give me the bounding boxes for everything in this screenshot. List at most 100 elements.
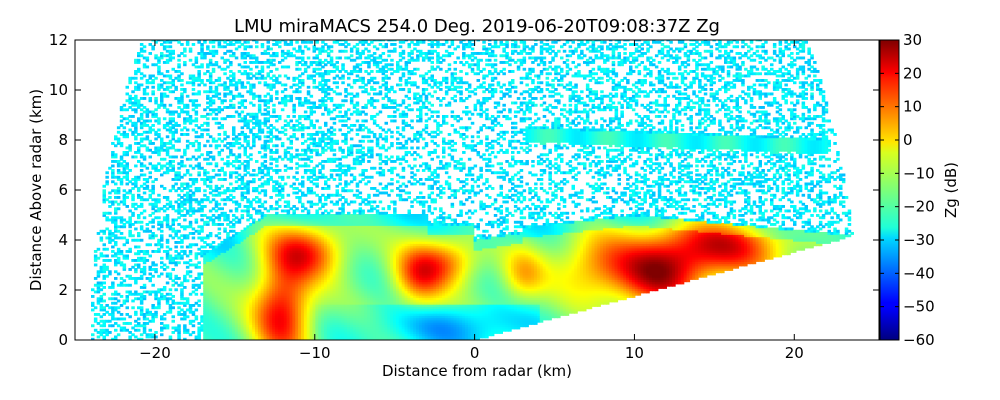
radar-pixel (131, 234, 135, 237)
radar-pixel (290, 147, 294, 150)
radar-pixel (151, 90, 155, 93)
radar-pixel (183, 219, 187, 222)
radar-pixel (186, 95, 190, 98)
radar-pixel (209, 151, 213, 154)
radar-pixel (212, 45, 216, 48)
radar-pixel (169, 273, 173, 276)
radar-pixel (183, 165, 187, 168)
radar-pixel (215, 162, 219, 165)
radar-pixel (137, 246, 141, 249)
radar-pixel (221, 185, 225, 188)
radar-pixel (301, 50, 305, 53)
radar-pixel (246, 140, 250, 143)
radar-pixel (128, 144, 132, 147)
radar-pixel (307, 48, 311, 51)
radar-pixel (123, 318, 127, 321)
radar-pixel (218, 144, 222, 147)
radar-pixel (143, 75, 147, 78)
radar-pixel (195, 315, 199, 318)
radar-pixel (249, 45, 253, 48)
radar-pixel (160, 273, 164, 276)
radar-pixel (105, 248, 109, 251)
radar-pixel (117, 300, 121, 303)
radar-pixel (295, 171, 299, 174)
radar-pixel (221, 167, 225, 170)
radar-pixel (160, 333, 164, 336)
radar-pixel (267, 111, 271, 114)
radar-pixel (149, 97, 153, 100)
radar-pixel (166, 70, 170, 73)
radar-pixel (154, 268, 158, 271)
radar-pixel (111, 169, 115, 172)
radar-pixel (166, 95, 170, 98)
radar-pixel (195, 178, 199, 181)
radar-pixel (275, 68, 279, 71)
radar-pixel (131, 115, 135, 118)
radar-pixel (140, 169, 144, 172)
radar-pixel (264, 160, 268, 163)
radar-pixel (241, 111, 245, 114)
radar-pixel (189, 59, 193, 62)
radar-pixel (301, 180, 305, 183)
radar-pixel (177, 324, 181, 327)
radar-pixel (146, 93, 150, 96)
radar-pixel (126, 255, 130, 258)
radar-pixel (151, 275, 155, 278)
radar-pixel (174, 129, 178, 132)
radar-pixel (212, 99, 216, 102)
radar-pixel (134, 228, 138, 231)
radar-pixel (140, 239, 144, 242)
radar-pixel (91, 295, 95, 298)
radar-pixel (128, 230, 132, 233)
radar-pixel (143, 174, 147, 177)
radar-pixel (264, 201, 268, 204)
radar-pixel (189, 259, 193, 262)
radar-pixel (172, 57, 176, 60)
radar-pixel (157, 129, 161, 132)
radar-pixel (232, 126, 236, 129)
radar-pixel (149, 243, 153, 246)
radar-pixel (154, 331, 158, 334)
radar-pixel (143, 156, 147, 159)
radar-pixel (200, 63, 204, 66)
radar-pixel (232, 72, 236, 75)
radar-pixel (114, 329, 118, 332)
radar-pixel (151, 142, 155, 145)
radar-pixel (258, 104, 262, 107)
radar-pixel (255, 66, 259, 69)
radar-pixel (117, 207, 121, 210)
radar-pixel (166, 239, 170, 242)
radar-pixel (137, 59, 141, 62)
radar-pixel (180, 79, 184, 82)
radar-pixel (229, 183, 233, 186)
radar-pixel (111, 165, 115, 168)
radar-pixel (189, 275, 193, 278)
radar-pixel (310, 187, 314, 190)
radar-pixel (140, 221, 144, 224)
radar-pixel (174, 156, 178, 159)
radar-pixel (180, 84, 184, 87)
radar-pixel (103, 293, 107, 296)
radar-pixel (195, 117, 199, 120)
radar-pixel (232, 196, 236, 199)
radar-pixel (160, 257, 164, 260)
radar-pixel (91, 333, 95, 336)
radar-pixel (169, 288, 173, 291)
radar-pixel (307, 90, 311, 93)
radar-pixel (218, 203, 222, 206)
radar-pixel (103, 243, 107, 246)
radar-pixel (166, 135, 170, 138)
radar-pixel (117, 257, 121, 260)
radar-pixel (218, 77, 222, 80)
radar-pixel (126, 162, 130, 165)
radar-pixel (195, 293, 199, 296)
radar-pixel (269, 162, 273, 165)
radar-pixel (212, 156, 216, 159)
radar-pixel (105, 171, 109, 174)
radar-pixel (195, 131, 199, 134)
radar-pixel (172, 295, 176, 298)
radar-pixel (100, 237, 104, 240)
radar-pixel (301, 79, 305, 82)
radar-pixel (267, 106, 271, 109)
radar-pixel (269, 95, 273, 98)
